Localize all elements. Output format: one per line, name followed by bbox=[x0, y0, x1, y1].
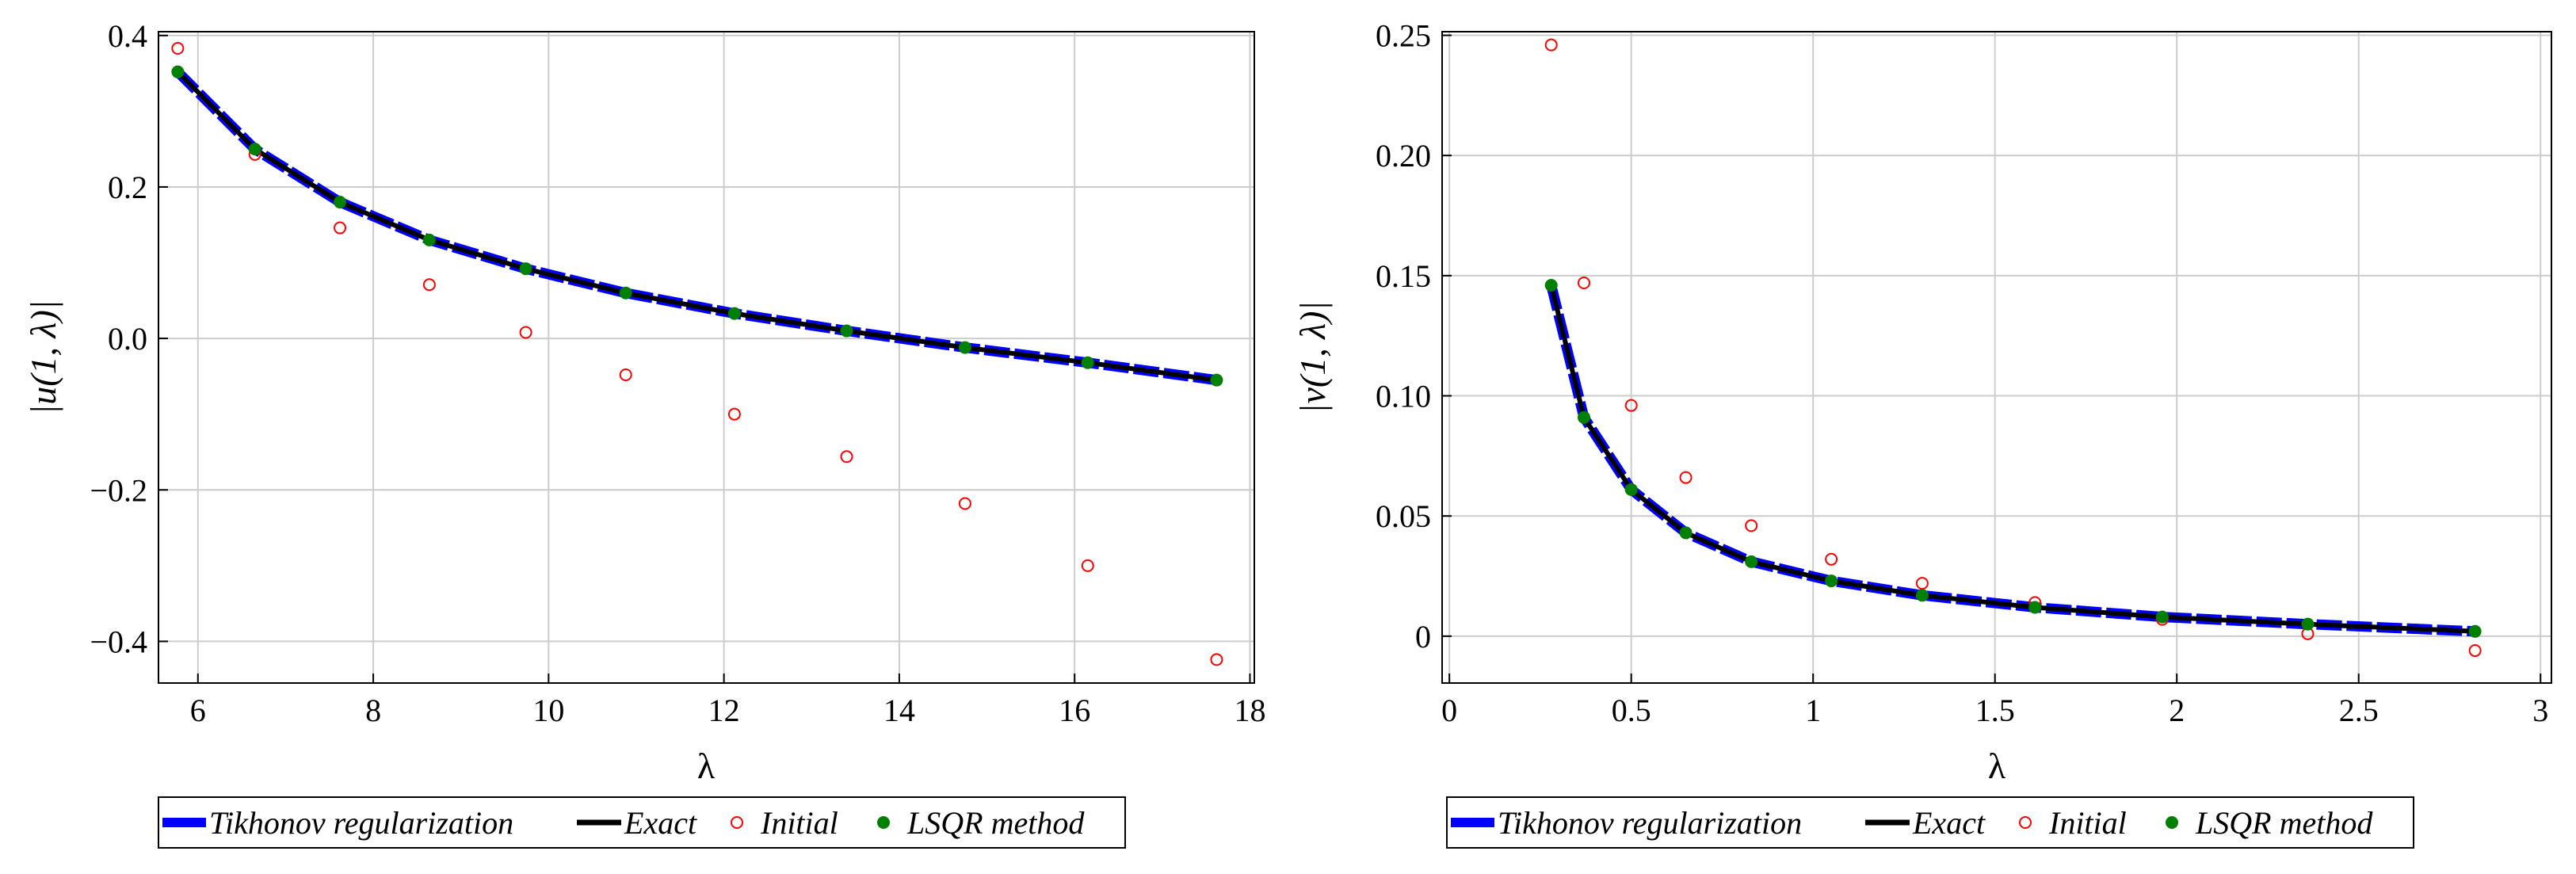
chart-u-lsqr-point bbox=[840, 324, 853, 338]
legend-u-exact-label: Exact bbox=[624, 805, 697, 841]
chart-u-x-tick-label: 8 bbox=[365, 693, 381, 728]
chart-v-x-tick-label: 2 bbox=[2169, 693, 2185, 728]
chart-u-x-tick-label: 14 bbox=[883, 693, 915, 728]
chart-u-x-tick-label: 16 bbox=[1059, 693, 1090, 728]
chart-v-y-tick-label: 0.10 bbox=[1376, 379, 1431, 414]
chart-v-y-tick-label: 0.25 bbox=[1376, 18, 1431, 54]
chart-v-plot-frame bbox=[1441, 31, 2552, 684]
legend-u: Tikhonov regularization Exact Initial LS… bbox=[158, 796, 1126, 849]
chart-u-y-tick-label: 0.4 bbox=[108, 18, 147, 54]
chart-v-y-tick-label: 0.05 bbox=[1376, 498, 1431, 534]
legend-v-exact-label: Exact bbox=[1912, 805, 1986, 841]
chart-u-initial-point bbox=[619, 368, 632, 381]
chart-u-x-tick-label: 6 bbox=[190, 693, 206, 728]
chart-v-x-label: λ bbox=[1988, 746, 2006, 786]
chart-u-initial-point bbox=[840, 450, 853, 464]
legend-v: Tikhonov regularization Exact Initial LS… bbox=[1446, 796, 2414, 849]
chart-u-lsqr-point bbox=[519, 262, 532, 276]
legend-v-lsqr-label: LSQR method bbox=[2195, 805, 2373, 841]
legend-v-box bbox=[1446, 796, 2414, 849]
chart-v-initial-point bbox=[1544, 38, 1558, 52]
chart-v-x-tick-label: 0 bbox=[1441, 693, 1457, 728]
chart-v-lsqr-point bbox=[2028, 601, 2042, 614]
chart-v-lsqr-point bbox=[1825, 574, 1838, 588]
chart-u-initial-point bbox=[171, 42, 185, 55]
chart-u-y-label: |u(1, λ)| bbox=[23, 300, 63, 415]
chart-u-lsqr-point bbox=[171, 65, 185, 78]
chart-v-initial-point bbox=[1578, 276, 1591, 289]
chart-u-series bbox=[171, 42, 1223, 666]
chart-v-y-tick-label: 0.15 bbox=[1376, 258, 1431, 294]
chart-v-lsqr-point bbox=[2468, 624, 2482, 638]
chart-u-initial-point bbox=[1210, 653, 1223, 666]
chart-u-lsqr-point bbox=[1210, 373, 1223, 387]
chart-u-x-tick-label: 12 bbox=[708, 693, 740, 728]
chart-v-initial-point bbox=[1679, 471, 1693, 484]
chart-v-lsqr-point bbox=[1745, 555, 1758, 568]
chart-u-y-tick-label: −0.2 bbox=[90, 472, 147, 508]
legend-u-lsqr-swatch bbox=[877, 816, 890, 829]
chart-u-initial-point bbox=[422, 278, 436, 292]
chart-u-ticks: 6 8 10 12 14 16 18 −0.4 −0.2 0.0 0.2 0.4 bbox=[90, 18, 1265, 728]
chart-v-x-tick-label: 2.5 bbox=[2339, 693, 2379, 728]
chart-u: 6 8 10 12 14 16 18 −0.4 −0.2 0.0 0.2 0.4 λ |u(1, λ)… bbox=[23, 18, 1265, 786]
chart-v-initial-point bbox=[2468, 644, 2482, 658]
chart-v-y-label: |v(1, λ)| bbox=[1292, 301, 1333, 414]
chart-v-lsqr-point bbox=[1544, 279, 1558, 292]
chart-u-y-tick-label: −0.4 bbox=[90, 624, 147, 659]
chart-u-lsqr-point bbox=[619, 286, 632, 300]
chart-v: 0 0.5 1 1.5 2 2.5 3 0 0.05 0.10 0.15 0.20 0.25 λ |v(… bbox=[1292, 18, 2552, 786]
chart-u-x-tick-label: 10 bbox=[532, 693, 564, 728]
chart-u-initial-point bbox=[727, 407, 741, 421]
legend-u-lsqr-label: LSQR method bbox=[906, 805, 1085, 841]
chart-u-initial-point bbox=[1081, 559, 1094, 572]
chart-v-series bbox=[1544, 38, 2482, 658]
chart-v-initial-point bbox=[1745, 519, 1758, 532]
legend-v-initial-label: Initial bbox=[2048, 805, 2127, 841]
chart-u-x-tick-label: 18 bbox=[1234, 693, 1265, 728]
chart-v-lsqr-point bbox=[1624, 483, 1638, 496]
chart-u-lsqr-point bbox=[1081, 356, 1094, 369]
chart-v-lsqr-point bbox=[2301, 617, 2315, 631]
chart-v-lsqr-point bbox=[1679, 526, 1693, 540]
legend-u-initial-label: Initial bbox=[760, 805, 838, 841]
chart-u-lsqr-point bbox=[958, 341, 971, 354]
legend-v-initial-swatch bbox=[2019, 816, 2032, 829]
legend-u-box bbox=[158, 796, 1126, 849]
chart-v-x-tick-label: 1 bbox=[1805, 693, 1821, 728]
legend-v-lsqr-swatch bbox=[2166, 816, 2178, 829]
chart-u-lsqr-point bbox=[334, 196, 347, 209]
chart-v-initial-point bbox=[1825, 552, 1838, 566]
chart-u-lsqr-point bbox=[727, 307, 741, 320]
chart-v-x-tick-label: 0.5 bbox=[1612, 693, 1651, 728]
legend-u-tikhonov-label: Tikhonov regularization bbox=[209, 805, 513, 841]
chart-u-y-tick-label: 0.0 bbox=[108, 321, 147, 357]
chart-v-initial-point bbox=[1915, 577, 1929, 590]
legend-v-tikhonov-label: Tikhonov regularization bbox=[1498, 805, 1802, 841]
chart-u-plot-frame bbox=[158, 31, 1255, 684]
chart-v-y-tick-label: 0.20 bbox=[1376, 138, 1431, 174]
chart-u-initial-point bbox=[519, 326, 532, 339]
chart-v-y-tick-label: 0 bbox=[1415, 619, 1431, 655]
chart-v-lsqr-point bbox=[2155, 610, 2169, 624]
chart-u-initial-point bbox=[334, 221, 347, 235]
chart-u-y-tick-label: 0.2 bbox=[108, 170, 147, 205]
chart-v-ticks: 0 0.5 1 1.5 2 2.5 3 0 0.05 0.10 0.15 0.20 0.25 bbox=[1376, 18, 2548, 728]
chart-v-initial-point bbox=[1624, 399, 1638, 412]
chart-u-initial-point bbox=[958, 497, 971, 510]
chart-v-lsqr-point bbox=[1915, 589, 1929, 602]
chart-v-x-tick-label: 3 bbox=[2532, 693, 2548, 728]
chart-u-lsqr-point bbox=[248, 143, 261, 156]
legend-u-initial-swatch bbox=[731, 816, 743, 829]
chart-v-x-tick-label: 1.5 bbox=[1975, 693, 2015, 728]
chart-u-lsqr-point bbox=[422, 233, 436, 246]
chart-u-x-label: λ bbox=[697, 746, 716, 786]
chart-v-lsqr-point bbox=[1578, 410, 1591, 424]
